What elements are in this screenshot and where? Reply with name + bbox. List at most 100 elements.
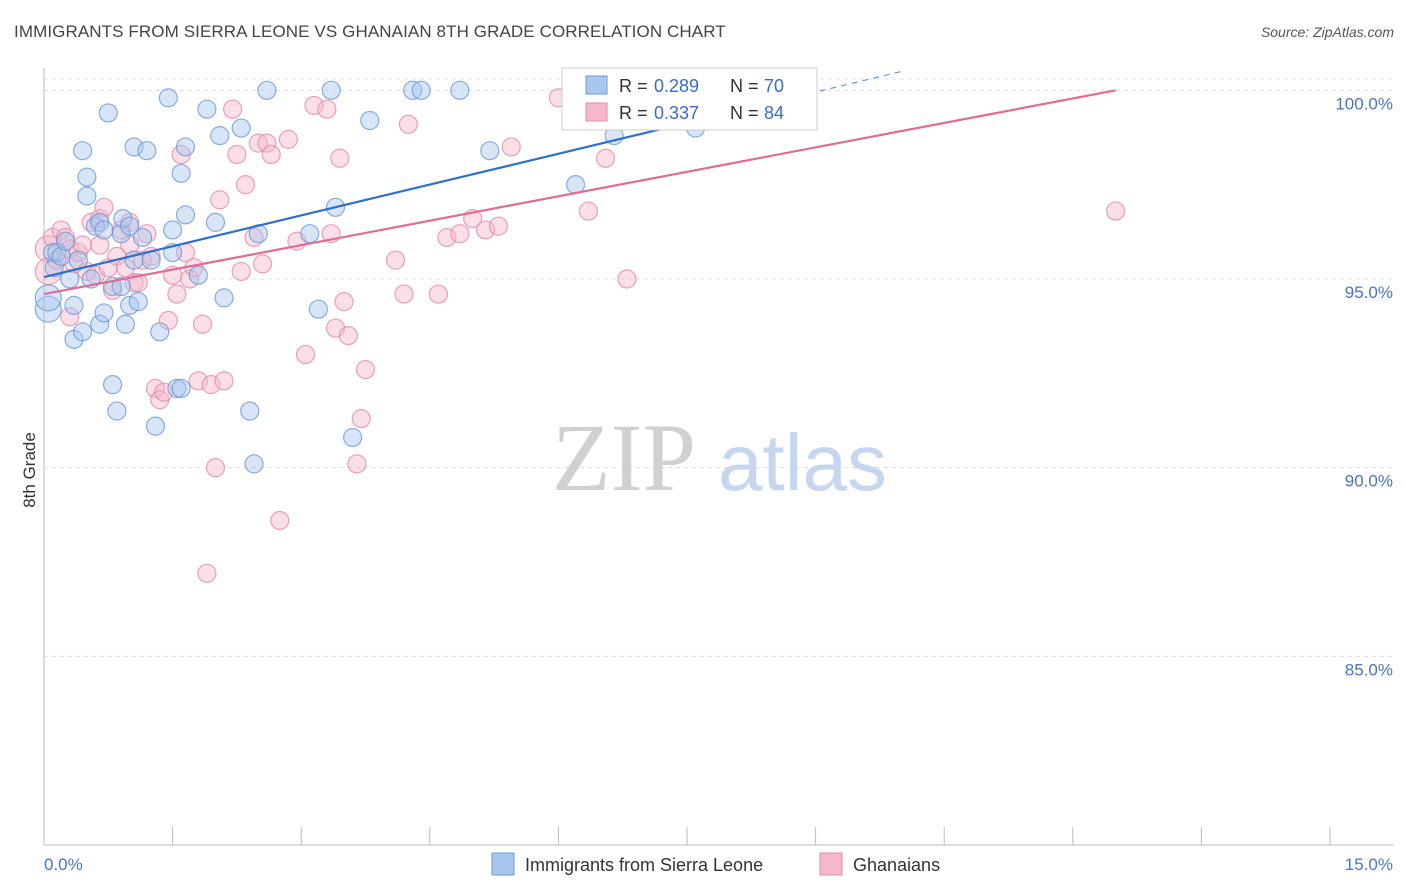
ghanaian-point [257, 133, 277, 153]
legend-r-label-blue: R = [619, 76, 648, 96]
ghanaian-point [270, 510, 290, 531]
sierra-leone-point [72, 141, 93, 161]
ghanaian-point [347, 454, 367, 474]
sierra-leone-point [55, 231, 76, 251]
legend-n-value-blue: 70 [764, 76, 784, 96]
ghanaian-point [450, 224, 470, 244]
ghanaian-point [595, 148, 616, 168]
sierra-leone-point [210, 126, 230, 146]
y-tick-label: 95.0% [1345, 283, 1393, 302]
sierra-leone-point [132, 227, 153, 248]
ghanaian-point [188, 371, 208, 391]
ghanaian-point [205, 458, 226, 478]
ghanaian-point [1106, 201, 1126, 221]
sierra-leone-point [107, 401, 127, 421]
sierra-leone-point [115, 314, 136, 334]
sierra-leone-point [308, 299, 328, 319]
ghanaian-point [330, 148, 350, 168]
sierra-leone-point [90, 314, 110, 334]
sierra-leone-point [188, 265, 208, 285]
sierra-leone-point [205, 212, 226, 232]
ghanaian-point [261, 144, 281, 165]
sierra-leone-point [175, 205, 196, 225]
sierra-leone-point [360, 110, 380, 131]
ghanaian-point [60, 307, 80, 327]
sierra-leone-point [343, 427, 363, 448]
ghanaian-point [488, 216, 508, 236]
sierra-leone-point [124, 137, 144, 157]
ghanaian-point [501, 137, 521, 157]
x-tick-label-min: 0.0% [44, 855, 83, 874]
legend-swatch-blue [585, 75, 608, 95]
ghanaian-point [235, 175, 256, 195]
series-legend-label-blue: Immigrants from Sierra Leone [525, 855, 763, 875]
ghanaian-point [201, 375, 221, 395]
ghanaian-point [214, 371, 234, 391]
ghanaian-trend-line [43, 89, 1116, 296]
sierra-leone-point [167, 378, 187, 399]
ghanaian-point [428, 284, 448, 304]
sierra-leone-point [150, 322, 170, 342]
sierra-leone-point [300, 224, 320, 244]
sierra-leone-point [197, 99, 217, 119]
watermark-atlas: atlas [718, 418, 887, 507]
sierra-leone-point [98, 103, 118, 123]
ghanaian-point [355, 359, 376, 380]
sierra-leone-point [102, 375, 123, 395]
ghanaian-point [197, 563, 217, 583]
sierra-leone-point [321, 80, 341, 100]
legend-r-label-pink: R = [619, 103, 648, 123]
y-axis-label: 8th Grade [20, 432, 39, 508]
trend-lines [43, 70, 1116, 296]
sierra-leone-point [77, 186, 97, 206]
legend-n-value-pink: 84 [764, 103, 784, 123]
sierra-leone-point [214, 288, 234, 308]
watermark-zip: ZIP [552, 404, 696, 511]
axes: 85.0% 90.0% 95.0% 100.0% 0.0% 15.0% [43, 68, 1394, 874]
series-legend-swatch-pink [819, 852, 843, 876]
sierra-leone-point [175, 137, 196, 157]
ghanaian-point [398, 114, 418, 134]
y-tick-label: 90.0% [1345, 472, 1393, 491]
sierra-leone-point [94, 220, 114, 240]
series-legend: Immigrants from Sierra Leone Ghanaians [491, 852, 940, 876]
sierra-leone-point [145, 416, 166, 436]
sierra-leone-point [137, 141, 157, 161]
ghanaian-point [223, 99, 243, 119]
ghanaian-point [334, 292, 354, 312]
sierra-leone-point [120, 216, 140, 236]
sierra-leone-trend-line [43, 115, 713, 279]
legend-r-value-pink: 0.337 [654, 103, 699, 123]
sierra-leone-point [111, 276, 131, 297]
watermark: ZIP atlas [552, 404, 887, 511]
sierra-leone-point [72, 322, 93, 342]
sierra-leone-point [77, 167, 97, 187]
ghanaian-point [338, 325, 358, 346]
sierra-leone-point [128, 292, 148, 312]
legend-n-label-blue: N = [730, 76, 759, 96]
ghanaian-point [278, 129, 298, 149]
sierra-leone-point [480, 141, 500, 161]
legend-r-value-blue: 0.289 [654, 76, 699, 96]
ghanaian-point [231, 261, 251, 282]
series-legend-label-pink: Ghanaians [853, 855, 940, 875]
series-sierra-leone-points [34, 80, 706, 474]
sierra-leone-point [158, 88, 178, 108]
ghanaian-point [94, 197, 114, 217]
ghanaian-point [394, 284, 414, 304]
ghanaian-point [253, 254, 273, 274]
sierra-leone-point [34, 284, 62, 312]
y-tick-label: 100.0% [1335, 94, 1393, 113]
sierra-leone-point [231, 118, 251, 138]
ghanaian-point [317, 99, 337, 119]
ghanaian-point [227, 144, 247, 165]
sierra-leone-point [163, 220, 183, 240]
sierra-leone-point [240, 401, 260, 421]
x-tick-label-max: 15.0% [1345, 855, 1393, 874]
ghanaian-point [193, 314, 213, 334]
series-legend-swatch-blue [491, 852, 515, 876]
legend-n-label-pink: N = [730, 103, 759, 123]
sierra-leone-point [44, 258, 64, 278]
chart-title: IMMIGRANTS FROM SIERRA LEONE VS GHANAIAN… [14, 22, 726, 41]
